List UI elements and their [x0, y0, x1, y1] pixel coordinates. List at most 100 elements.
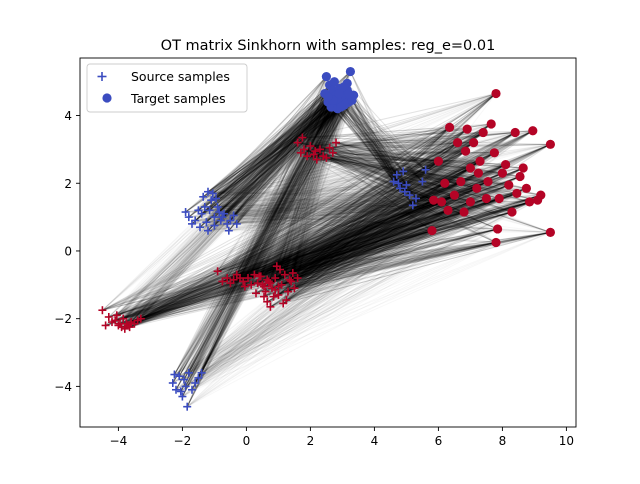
transport-line [289, 132, 484, 281]
transport-line [335, 142, 489, 183]
transport-line [116, 198, 487, 316]
transport-line [173, 83, 348, 375]
transport-line [137, 160, 481, 321]
transport-line [137, 181, 489, 321]
transport-line [262, 199, 434, 286]
transport-line [233, 182, 446, 281]
transport-line [226, 76, 327, 225]
target-sample-point [453, 138, 463, 148]
transport-line [278, 242, 497, 287]
transport-line [198, 88, 340, 211]
transport-line [332, 152, 455, 196]
transport-line [345, 103, 423, 182]
transport-line [332, 152, 524, 169]
transport-line [116, 194, 455, 316]
transport-line [210, 96, 346, 201]
transport-line [274, 164, 506, 291]
transport-line [115, 199, 538, 321]
source-sample-point [405, 191, 414, 200]
source-sample-point [188, 385, 196, 394]
target-sample-point [461, 146, 471, 156]
transport-line [230, 211, 513, 284]
transport-line [273, 194, 541, 298]
transport-line [271, 164, 506, 289]
transport-line [194, 81, 335, 221]
transport-line [185, 89, 334, 387]
transport-line [236, 160, 439, 276]
transport-line [115, 231, 551, 321]
source-sample-point [226, 216, 235, 225]
transport-line [222, 93, 340, 218]
transport-line [218, 103, 346, 213]
transport-line [297, 132, 484, 279]
transport-line [119, 126, 450, 325]
transport-line [140, 130, 534, 320]
transport-line [303, 148, 538, 201]
transport-line [338, 93, 398, 176]
transport-line [230, 93, 340, 221]
transport-line [222, 99, 342, 218]
transport-line [337, 108, 394, 182]
transport-line [183, 71, 351, 380]
transport-line [212, 101, 350, 194]
transport-line [172, 88, 340, 384]
transport-line [214, 101, 329, 218]
transport-line [130, 93, 497, 323]
target-sample-point [469, 138, 479, 148]
transport-line [250, 127, 450, 286]
transport-line [228, 106, 342, 231]
transport-line [122, 160, 481, 320]
transport-line [201, 94, 355, 374]
transport-line [337, 108, 404, 172]
transport-line [118, 167, 471, 326]
transport-line [118, 198, 500, 326]
transport-line [124, 181, 462, 330]
transport-line [207, 103, 346, 193]
transport-line [220, 93, 326, 221]
source-sample-point [300, 145, 308, 154]
transport-line [218, 81, 335, 213]
transport-line [214, 96, 329, 226]
transport-line [254, 231, 551, 276]
target-sample-point [329, 77, 339, 87]
transport-line [119, 201, 442, 325]
source-sample-point [389, 177, 398, 186]
transport-line [121, 182, 446, 328]
transport-line [236, 160, 481, 276]
transport-line [315, 150, 498, 230]
transport-line [247, 209, 449, 279]
transport-line [294, 192, 517, 289]
transport-line [254, 152, 495, 276]
transport-line [323, 155, 455, 196]
transport-line [316, 142, 458, 161]
transport-line [243, 201, 471, 282]
transport-line [218, 93, 343, 213]
legend-box [86, 63, 248, 113]
transport-line [127, 198, 500, 326]
transport-line [124, 230, 433, 330]
transport-line [130, 142, 474, 323]
target-sample-point [512, 188, 522, 199]
transport-line [342, 93, 423, 182]
transport-line [118, 192, 517, 326]
transport-line [326, 157, 541, 196]
transport-line [204, 81, 335, 208]
transport-line [303, 148, 506, 166]
transport-line [310, 145, 513, 213]
transport-line [111, 181, 461, 323]
transport-line [300, 152, 433, 232]
transport-line [233, 199, 434, 281]
transport-line [188, 106, 332, 374]
transport-line [262, 228, 498, 286]
transport-line [279, 211, 513, 271]
transport-line [268, 211, 465, 284]
transport-line [121, 152, 495, 328]
transport-line [194, 99, 334, 221]
transport-line [343, 86, 417, 199]
transport-line [265, 242, 497, 293]
transport-line [265, 187, 527, 293]
transport-line [121, 231, 551, 328]
source-sample-point [111, 316, 120, 325]
transport-line [335, 142, 509, 186]
transport-line [278, 194, 541, 287]
